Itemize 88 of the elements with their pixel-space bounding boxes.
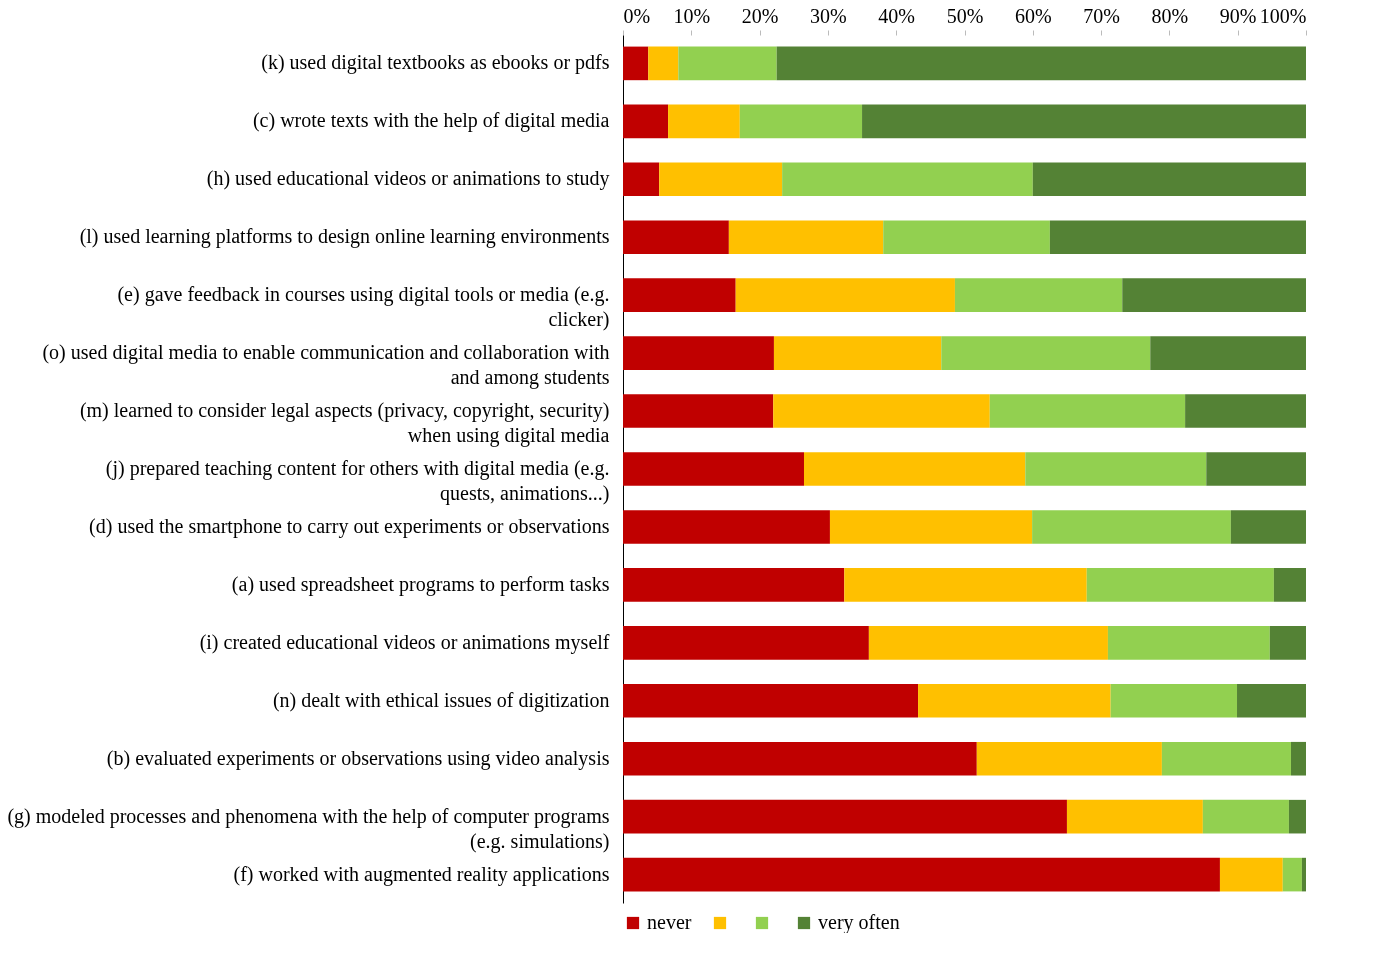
bar [739,104,863,139]
bar [659,162,783,197]
bar [804,452,1026,486]
bar [623,510,830,544]
y-tick-label: (i) created educational videos or animations myself [199,630,610,654]
bar [1206,452,1306,486]
bar [623,278,736,312]
bar [623,220,729,255]
bar [1202,799,1289,834]
bar [918,683,1111,718]
y-tick-label: (h) used educational videos or animations to study [206,167,610,191]
y-tick-label: (l) used learning platforms to design online learning environments [79,225,610,249]
x-tick-label: 40% [878,4,916,27]
bar [1032,510,1231,544]
bar [623,799,1067,834]
bar [1032,162,1306,197]
x-tick-label: 70% [1083,4,1120,27]
bar [782,162,1033,197]
bar [1107,626,1270,660]
bar [844,568,1087,602]
bar [773,336,942,370]
bar [1237,683,1306,718]
x-tick-label: 30% [810,4,847,27]
bar [868,626,1108,660]
bar [623,162,660,197]
bar [623,394,774,428]
bar [623,626,869,660]
bar [623,568,845,602]
bar [623,336,774,370]
bar [623,104,669,139]
bar [623,741,977,776]
bar [862,104,1306,139]
y-tick-label: (k) used digital textbooks as ebooks or pdfs [261,51,610,75]
bar [1066,799,1203,834]
bar [1185,394,1306,428]
bar [678,46,777,81]
y-tick-label: (b) evaluated experiments or observations using video analysis [106,746,610,770]
bar [1150,336,1306,370]
x-tick-label: 0% [623,4,651,27]
x-tick-label: 10% [673,4,711,27]
bar [883,220,1050,255]
bar [735,278,955,312]
bar [1122,278,1306,312]
bar [623,452,804,486]
bar [728,220,884,255]
bar [1086,568,1274,602]
legend-label: very often [818,911,900,934]
x-tick-label: 90% [1219,4,1257,27]
bar [776,46,1306,81]
y-tick-label: (f) worked with augmented reality applications [233,862,610,886]
y-tick-label: (j) prepared teaching content for others with digital media (e.g. quests, animations...) [105,457,610,505]
bar [1288,799,1306,834]
bar [648,46,679,81]
y-tick-label: (a) used spreadsheet programs to perform tasks [231,572,610,596]
bar [1025,452,1207,486]
bar [989,394,1186,428]
x-tick-label: 50% [946,4,984,27]
x-tick-label: 20% [741,4,779,27]
bar [1230,510,1306,544]
y-tick-label: (n) dealt with ethical issues of digitization [272,688,610,712]
legend-label: never [647,911,692,933]
y-tick-label: (c) wrote texts with the help of digital media [252,109,610,133]
bar [623,683,919,718]
y-tick-label: (o) used digital media to enable communication and collaboration with and among students [42,341,610,390]
x-tick-label: 80% [1151,4,1189,27]
bar [1301,857,1306,892]
bar [1273,568,1306,602]
bar [1110,683,1238,718]
bar [1161,741,1291,776]
y-tick-label: (m) learned to consider legal aspects (privacy, copyright, security) when using digital media [79,399,610,448]
x-tick-label: 100% [1259,4,1307,27]
bar [941,336,1151,370]
bar [623,857,1220,892]
bar [1219,857,1283,892]
y-tick-label: (e) gave feedback in courses using digital tools or media (e.g. clicker) [117,283,610,332]
x-tick-label: 60% [1014,4,1052,27]
bar [623,46,649,81]
bar [954,278,1123,312]
y-tick-label: (d) used the smartphone to carry out experiments or observations [89,514,610,538]
bar [1269,626,1306,660]
bar [1290,741,1306,776]
y-tick-label: (g) modeled processes and phenomena with the help of computer programs (e.g. simulations) [7,804,610,853]
bar [773,394,990,428]
bar [668,104,740,139]
bar [1049,220,1306,255]
bar [1282,857,1302,892]
bar [976,741,1162,776]
bar [829,510,1033,544]
